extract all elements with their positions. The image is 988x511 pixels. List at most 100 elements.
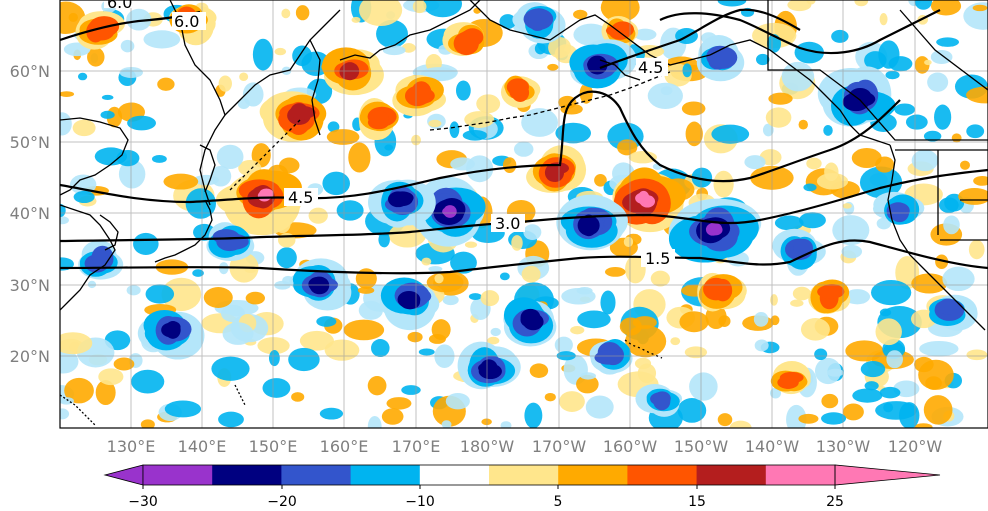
- lon-label-160e: 160°E: [320, 437, 369, 456]
- anomaly-speckle: [203, 287, 233, 308]
- anomaly-speckle: [770, 387, 782, 399]
- anomaly-core: [506, 78, 529, 96]
- anomaly-core: [582, 216, 600, 235]
- anomaly-speckle: [252, 38, 274, 71]
- anomaly-speckle: [299, 330, 334, 351]
- anomaly-speckle: [428, 265, 443, 272]
- lon-label-150w: 150°W: [674, 437, 729, 456]
- anomaly-speckle: [647, 82, 683, 109]
- anomaly-speckle: [524, 402, 543, 428]
- anomaly-speckle: [633, 28, 657, 41]
- anomaly-speckle: [765, 107, 792, 128]
- anomaly-speckle: [911, 273, 948, 294]
- anomaly-speckle: [502, 157, 517, 174]
- anomaly-speckle: [713, 170, 734, 198]
- anomaly-speckle: [934, 104, 952, 130]
- anomaly-core: [848, 87, 872, 107]
- colorbar-bin: [143, 465, 213, 485]
- anomaly-speckle: [388, 222, 427, 248]
- anomaly-speckle: [245, 291, 265, 305]
- anomaly-core: [706, 222, 722, 234]
- colorbar-bin: [212, 465, 282, 485]
- anomaly-speckle: [218, 75, 232, 92]
- anomaly-speckle: [210, 165, 232, 187]
- anomaly-speckle: [852, 388, 883, 403]
- anomaly-speckle: [875, 156, 895, 173]
- anomaly-speckle: [821, 412, 847, 425]
- colorbar-ticks: −30 −20 −10 5 15 25: [128, 494, 844, 510]
- anomaly-speckle: [681, 101, 706, 116]
- lon-label-130w: 130°W: [816, 437, 871, 456]
- contour-3.0: [60, 168, 988, 243]
- anomaly-speckle: [60, 112, 72, 136]
- anomaly-speckle: [823, 125, 833, 136]
- anomaly-speckle: [570, 325, 585, 335]
- anomaly-speckle: [351, 16, 361, 23]
- anomaly-speckle: [792, 286, 811, 301]
- colorbar-tick-label: −30: [128, 494, 158, 510]
- contour-label-4.5: 4.5: [288, 188, 313, 207]
- lon-label-180w: 180°W: [460, 437, 515, 456]
- anomaly-speckle: [116, 150, 140, 167]
- anomaly-speckle: [72, 119, 96, 137]
- anomaly-speckle: [814, 348, 828, 361]
- anomaly-speckle: [800, 318, 830, 341]
- anomaly-speckle: [560, 103, 583, 115]
- anomaly-speckle: [600, 290, 616, 315]
- anomaly-core: [308, 276, 328, 292]
- anomaly-speckle: [691, 167, 713, 188]
- anomaly-speckle: [157, 77, 175, 91]
- anomaly-speckle: [95, 380, 116, 406]
- anomaly-speckle: [851, 148, 882, 168]
- lon-label-150e: 150°E: [249, 437, 298, 456]
- anomaly-speckle: [348, 142, 371, 173]
- anomaly-speckle: [192, 269, 204, 277]
- anomaly-speckle: [343, 319, 385, 341]
- anomaly-speckle: [441, 420, 452, 428]
- anomaly-speckle: [781, 61, 815, 92]
- anomaly-speckle: [511, 235, 523, 251]
- anomaly-speckle: [100, 110, 115, 119]
- anomaly-speckle: [711, 124, 750, 144]
- anomaly-speckle: [357, 286, 375, 294]
- anomaly-speckle: [842, 403, 864, 421]
- anomaly-speckle: [628, 151, 657, 164]
- anomaly-speckle: [381, 408, 404, 425]
- anomaly-speckle: [905, 114, 928, 130]
- contour-4.5: [60, 90, 901, 204]
- anomaly-speckle: [682, 63, 692, 78]
- anomaly-speckle: [842, 203, 852, 209]
- anomaly-speckle: [860, 361, 886, 378]
- anomaly-speckle: [101, 94, 114, 100]
- anomaly-speckle: [966, 349, 988, 361]
- anomaly-speckle: [480, 290, 500, 307]
- anomaly-speckle: [899, 402, 920, 428]
- anomaly-speckle: [729, 420, 752, 428]
- anomaly-speckle: [251, 143, 271, 168]
- anomaly-speckle: [768, 92, 793, 105]
- anomaly-speckle: [257, 337, 290, 355]
- anomaly-speckle: [60, 349, 79, 374]
- anomaly-speckle: [911, 149, 939, 172]
- anomaly-speckle: [876, 217, 892, 230]
- anomaly-speckle: [60, 216, 69, 225]
- anomaly-speckle: [73, 190, 95, 204]
- anomaly-speckle: [744, 155, 766, 170]
- anomaly-speckle: [943, 215, 960, 235]
- colorbar-tick-label: −10: [405, 494, 435, 510]
- colorbar-bin: [350, 465, 421, 485]
- anomaly-speckle: [412, 0, 427, 14]
- anomaly-speckle: [216, 144, 244, 170]
- coastlines: [60, 0, 988, 426]
- anomaly-core: [793, 238, 813, 256]
- anomaly-core: [886, 202, 910, 220]
- anomaly-speckle: [604, 267, 626, 277]
- anomaly-core: [528, 8, 551, 30]
- anomaly-core: [522, 313, 544, 331]
- anomaly-speckle: [401, 385, 421, 395]
- anomaly-core: [220, 233, 249, 250]
- lat-label-50n: 50°N: [10, 133, 50, 152]
- anomaly-speckle: [798, 119, 808, 130]
- anomaly-speckle: [164, 400, 202, 418]
- map-frame: [59, 0, 988, 429]
